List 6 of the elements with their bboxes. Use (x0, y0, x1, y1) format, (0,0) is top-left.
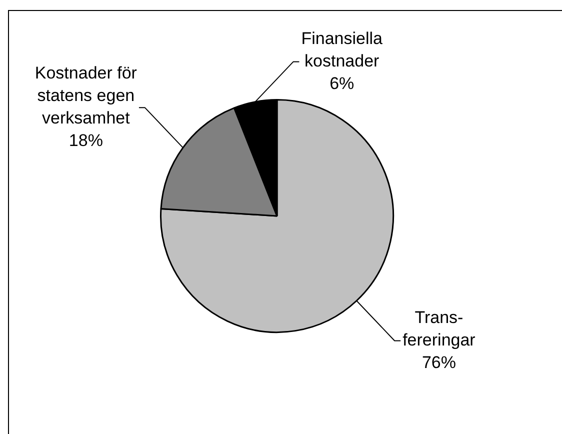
data-label: 76% (422, 352, 456, 372)
data-label: 6% (330, 74, 354, 93)
slice-label: Kostnader för statens egen verksamhet (34, 64, 138, 128)
slice-label: Trans-fereringar (402, 308, 476, 350)
data-label: 18% (68, 131, 103, 150)
slice-label: Finansiella kostnader (301, 28, 384, 70)
